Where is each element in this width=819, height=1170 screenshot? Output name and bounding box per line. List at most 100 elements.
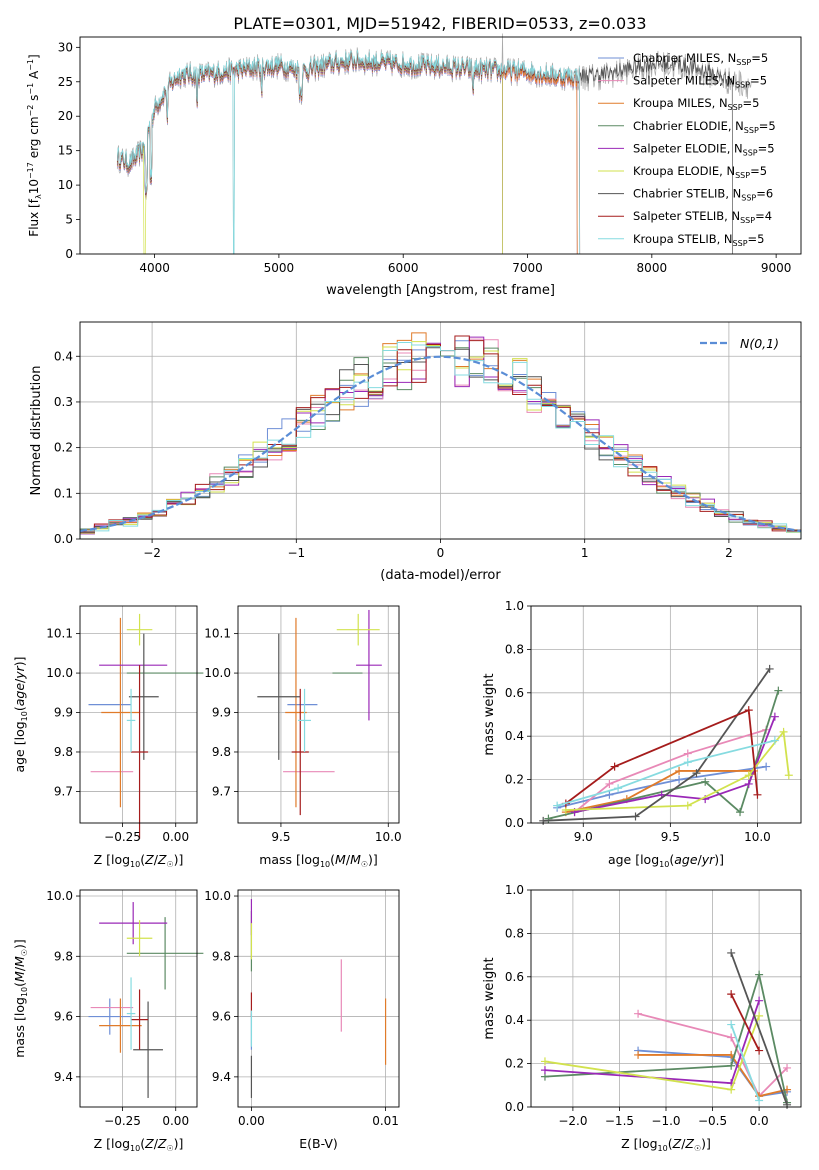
mass-weight-marker (736, 808, 745, 817)
mass-weight-marker (770, 736, 779, 745)
age-z-frame (79, 605, 198, 824)
mass-weight-marker (605, 790, 614, 799)
age-mass-axes: 9.5 10.0 9.7 9.8 9.9 10.0 10.1 mass [log10(M/M☉… (204, 605, 402, 869)
mass-weight-marker (540, 1066, 549, 1075)
age-mass-frame (237, 605, 400, 824)
mass-z-axes: −0.25 0.00 9.4 9.6 9.8 10.0 Z [log10(Z/Z☉)] mas… (12, 889, 204, 1153)
mass-weight-line (544, 971, 788, 1103)
weight-age-ytick-label: 0.2 (505, 773, 524, 787)
spectrum-xtick-label: 7000 (512, 261, 543, 275)
mass-weight-marker (762, 762, 771, 771)
weight-age-xtick-label: 9.5 (661, 830, 680, 844)
spectrum-ytick-label: 30 (58, 40, 73, 54)
residuals-ytick-label: 0.1 (54, 486, 73, 500)
mass-z-ytick-label: 9.6 (54, 1010, 73, 1024)
mass-weight-marker (683, 749, 692, 758)
spectrum-ytick-label: 15 (58, 144, 73, 158)
legend-label: Chabrier STELIB, NSSP=6 (633, 187, 773, 203)
mass-ebv-xtick-label: 0.01 (372, 1114, 399, 1128)
age-mass-ytick-label: 10.1 (204, 627, 231, 641)
mass-z-ylabel: mass [log10(M/M☉)] (12, 939, 29, 1058)
residual-histogram (79, 342, 802, 539)
weight-z-ytick-label: 0.6 (505, 970, 524, 984)
mass-weight-marker (683, 801, 692, 810)
mass-weight-marker (784, 771, 793, 780)
mass-weight-marker (755, 1096, 764, 1105)
residuals-ytick-label: 0.2 (54, 441, 73, 455)
residuals-xtick-label: −2 (143, 546, 161, 560)
weight-z-xtick-label: 0.0 (750, 1114, 769, 1128)
legend-label: Chabrier ELODIE, NSSP=5 (633, 119, 776, 135)
weight-z-ytick-label: 0.2 (505, 1057, 524, 1071)
spectrum-ytick-label: 25 (58, 75, 73, 89)
age-z-marks (88, 613, 204, 839)
mass-weight-marker (727, 990, 736, 999)
mass-z-ytick-label: 10.0 (46, 889, 73, 903)
mass-weight-marker (744, 771, 753, 780)
mass-z-marks (88, 902, 204, 1098)
spectrum-frame (79, 36, 802, 255)
spectrum-xtick-label: 9000 (761, 261, 792, 275)
legend-label: Chabrier MILES, NSSP=5 (633, 51, 768, 67)
mass-weight-marker (783, 1063, 792, 1072)
mass-weight-marker (727, 1033, 736, 1042)
spectrum-xtick-label: 5000 (264, 261, 295, 275)
age-mass-ytick-label: 9.9 (212, 706, 231, 720)
weight-z-xtick-label: −0.5 (698, 1114, 727, 1128)
spectrum-xtick-label: 8000 (637, 261, 668, 275)
weight-age-ylabel: mass weight (482, 673, 497, 755)
spectrum-axes: 4000 5000 6000 7000 8000 9000 0 5 10 15 20 25 30 wave… (26, 33, 802, 298)
residuals-xtick-label: 2 (725, 546, 733, 560)
legend-label: Salpeter ELODIE, NSSP=5 (633, 141, 775, 157)
mass-weight-marker (727, 948, 736, 957)
mass-weight-line (543, 668, 771, 822)
spectrum-xtick-label: 4000 (139, 261, 170, 275)
weight-z-ytick-label: 1.0 (505, 883, 524, 897)
mass-weight-marker (634, 1050, 643, 1059)
mass-z-xtick-label: 0.00 (162, 1114, 189, 1128)
figure-title: PLATE=0301, MJD=51942, FIBERID=0533, z=0… (233, 14, 646, 33)
mass-weight-marker (727, 1085, 736, 1094)
weight-age-xlabel: age [log10(age/yr)] (608, 852, 724, 869)
mass-weight-marker (614, 784, 623, 793)
spectrum-xlabel: wavelength [Angstrom, rest frame] (326, 283, 555, 298)
mass-ebv-marks (250, 899, 387, 1098)
age-z-ytick-label: 9.8 (54, 745, 73, 759)
weight-age-ytick-label: 1.0 (505, 599, 524, 613)
mass-ebv-ytick-label: 9.8 (212, 949, 231, 963)
residuals-xlabel: (data-model)/error (380, 568, 501, 583)
residuals-xtick-label: 0 (437, 546, 445, 560)
mass-weight-marker (553, 801, 562, 810)
age-mass-marks (257, 609, 382, 816)
age-z-xtick-label: −0.25 (104, 830, 141, 844)
residuals-ytick-label: 0.3 (54, 395, 73, 409)
weight-z-xlabel: Z [log10(Z/Z☉)] (621, 1136, 711, 1153)
legend-label: Kroupa STELIB, NSSP=5 (633, 232, 764, 248)
mass-weight-marker (744, 779, 753, 788)
weight-z-ytick-label: 0.8 (505, 926, 524, 940)
mass-z-frame (79, 889, 198, 1108)
mass-weight-marker (755, 1011, 764, 1020)
model-spectrum-line (116, 56, 578, 255)
model-spectrum-line (116, 54, 578, 255)
mass-weight-line (548, 690, 780, 820)
mass-ebv-ytick-label: 9.6 (212, 1010, 231, 1024)
mass-weight-marker (727, 1020, 736, 1029)
weight-age-xtick-label: 10.0 (744, 830, 771, 844)
mass-weight-marker (675, 775, 684, 784)
mass-weight-line (556, 765, 767, 809)
mass-weight-line (565, 708, 759, 805)
mass-z-xtick-label: −0.25 (104, 1114, 141, 1128)
weight-z-axes: −2.0 −1.5 −1.0 −0.5 0.0 0.0 0.2 0.4 0.6 0.8 1.0 Z [… (482, 883, 802, 1153)
age-mass-ytick-label: 9.7 (212, 784, 231, 798)
legend-label: Salpeter MILES, NSSP=5 (633, 74, 767, 90)
age-z-axes: −0.25 0.00 9.7 9.8 9.9 10.0 10.1 Z [log10(Z/Z☉)… (12, 605, 204, 869)
legend-label: Kroupa MILES, NSSP=5 (633, 96, 759, 112)
age-mass-xtick-label: 10.0 (375, 830, 402, 844)
mass-weight-marker (610, 762, 619, 771)
weight-age-frame (530, 605, 802, 824)
weight-z-xtick-label: −1.0 (651, 1114, 680, 1128)
residuals-marks (79, 332, 802, 539)
mass-weight-line (565, 770, 754, 814)
mass-weight-marker (727, 1061, 736, 1070)
